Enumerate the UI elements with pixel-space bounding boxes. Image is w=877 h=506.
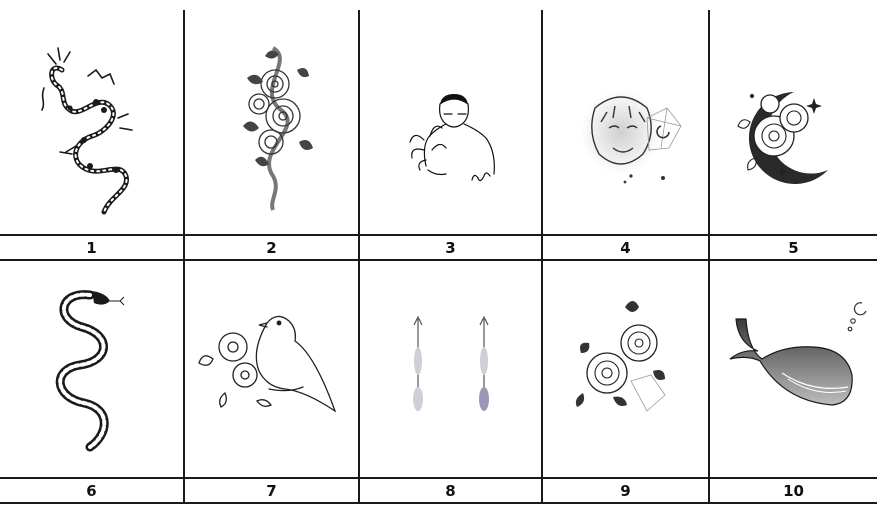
column-divider bbox=[358, 10, 360, 504]
roses-tattoo-icon bbox=[575, 301, 666, 412]
man-with-plant-line-tattoo-icon bbox=[409, 94, 495, 182]
tattoo-label-3: 3 bbox=[445, 239, 456, 257]
row-divider bbox=[0, 477, 877, 479]
tattoo-card-10[interactable] bbox=[710, 261, 877, 477]
tattoo-card-3[interactable] bbox=[360, 0, 541, 234]
tattoo-card-1[interactable] bbox=[0, 0, 183, 234]
tattoo-label-1: 1 bbox=[86, 239, 97, 257]
roses-snake-tattoo-icon bbox=[243, 46, 313, 211]
row-divider bbox=[0, 259, 877, 261]
tattoo-card-9[interactable] bbox=[543, 261, 708, 477]
tattoo-label-9: 9 bbox=[620, 482, 631, 500]
dragon-tattoo-icon bbox=[41, 47, 133, 215]
column-divider bbox=[708, 10, 710, 504]
tattoo-label-6: 6 bbox=[86, 482, 97, 500]
tattoo-card-4[interactable] bbox=[543, 0, 708, 234]
peony-crescent-moon-tattoo-icon bbox=[737, 92, 828, 184]
tiger-geometric-tattoo-icon bbox=[581, 90, 682, 184]
tattoo-label-5: 5 bbox=[788, 239, 799, 257]
snake-tattoo-icon bbox=[55, 290, 125, 452]
tattoo-label-2: 2 bbox=[266, 239, 277, 257]
tattoo-card-2[interactable] bbox=[185, 0, 358, 234]
tattoo-card-6[interactable] bbox=[0, 261, 183, 477]
tattoo-label-10: 10 bbox=[783, 482, 804, 500]
bird-flowers-tattoo-icon bbox=[198, 315, 337, 413]
feather-arrows-tattoo-icon bbox=[413, 315, 489, 411]
tattoo-card-7[interactable] bbox=[185, 261, 358, 477]
column-divider bbox=[541, 10, 543, 504]
tattoo-card-5[interactable] bbox=[710, 0, 877, 234]
tattoo-card-8[interactable] bbox=[360, 261, 541, 477]
tattoo-label-7: 7 bbox=[266, 482, 277, 500]
row-divider bbox=[0, 234, 877, 236]
row-divider bbox=[0, 502, 877, 504]
column-divider bbox=[183, 10, 185, 504]
tattoo-label-8: 8 bbox=[445, 482, 456, 500]
whale-tattoo-icon bbox=[729, 302, 867, 406]
tattoo-label-4: 4 bbox=[620, 239, 631, 257]
